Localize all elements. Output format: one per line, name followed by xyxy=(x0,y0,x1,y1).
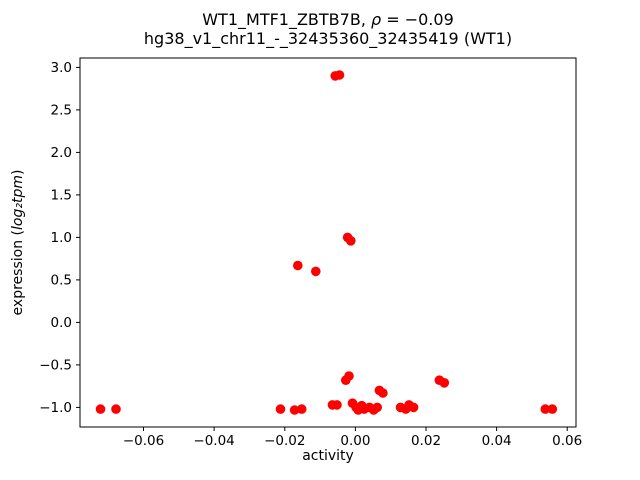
x-tick-label: −0.02 xyxy=(264,433,305,449)
x-tick-label: 0.06 xyxy=(552,433,582,449)
scatter-point xyxy=(372,402,383,413)
scatter-point xyxy=(332,400,342,410)
y-tick-label: 1.5 xyxy=(51,187,72,203)
scatter-point xyxy=(293,260,303,271)
x-tick-label: 0.02 xyxy=(411,433,441,449)
scatter-point xyxy=(547,404,558,414)
scatter-point xyxy=(439,378,450,388)
scatter-point xyxy=(344,371,354,381)
scatter-point xyxy=(334,70,345,80)
rho-symbol: ρ xyxy=(370,10,382,29)
y-tick-label: −1.0 xyxy=(39,400,72,416)
scatter-point xyxy=(289,405,300,415)
scatter-point xyxy=(95,404,106,414)
chart-title-line1: WT1_MTF1_ZBTB7B, ρ = −0.09 xyxy=(80,10,576,29)
y-tick-label: 3.0 xyxy=(51,60,72,76)
scatter-point xyxy=(111,404,121,414)
plot-frame xyxy=(79,57,577,428)
y-tick-label: 0.0 xyxy=(51,315,72,331)
scatter-point xyxy=(378,388,388,398)
chart-title-gene: WT1_MTF1_ZBTB7B, xyxy=(202,10,371,29)
chart-title: WT1_MTF1_ZBTB7B, ρ = −0.09 hg38_v1_chr11… xyxy=(80,10,576,48)
x-tick-label: 0.00 xyxy=(340,433,370,449)
scatter-point xyxy=(346,236,356,246)
scatter-point xyxy=(540,404,551,414)
scatter-point xyxy=(408,402,419,413)
x-tick-label: −0.04 xyxy=(193,433,234,449)
chart-title-line2: hg38_v1_chr11_-_32435360_32435419 (WT1) xyxy=(143,29,513,48)
y-tick-label: 0.5 xyxy=(51,272,72,288)
x-axis-label: activity xyxy=(302,448,354,464)
scatter-point xyxy=(296,404,307,414)
scatter-point xyxy=(311,266,321,277)
chart-title-correlation: = −0.09 xyxy=(381,10,454,29)
y-tick-label: 2.5 xyxy=(51,102,72,118)
x-tick-label: −0.06 xyxy=(123,433,164,449)
x-tick-label: 0.04 xyxy=(482,433,512,449)
y-tick-label: 1.0 xyxy=(51,230,72,246)
scatter-point xyxy=(275,404,286,414)
y-tick-label: 2.0 xyxy=(51,145,72,161)
y-tick-label: −0.5 xyxy=(39,357,72,373)
